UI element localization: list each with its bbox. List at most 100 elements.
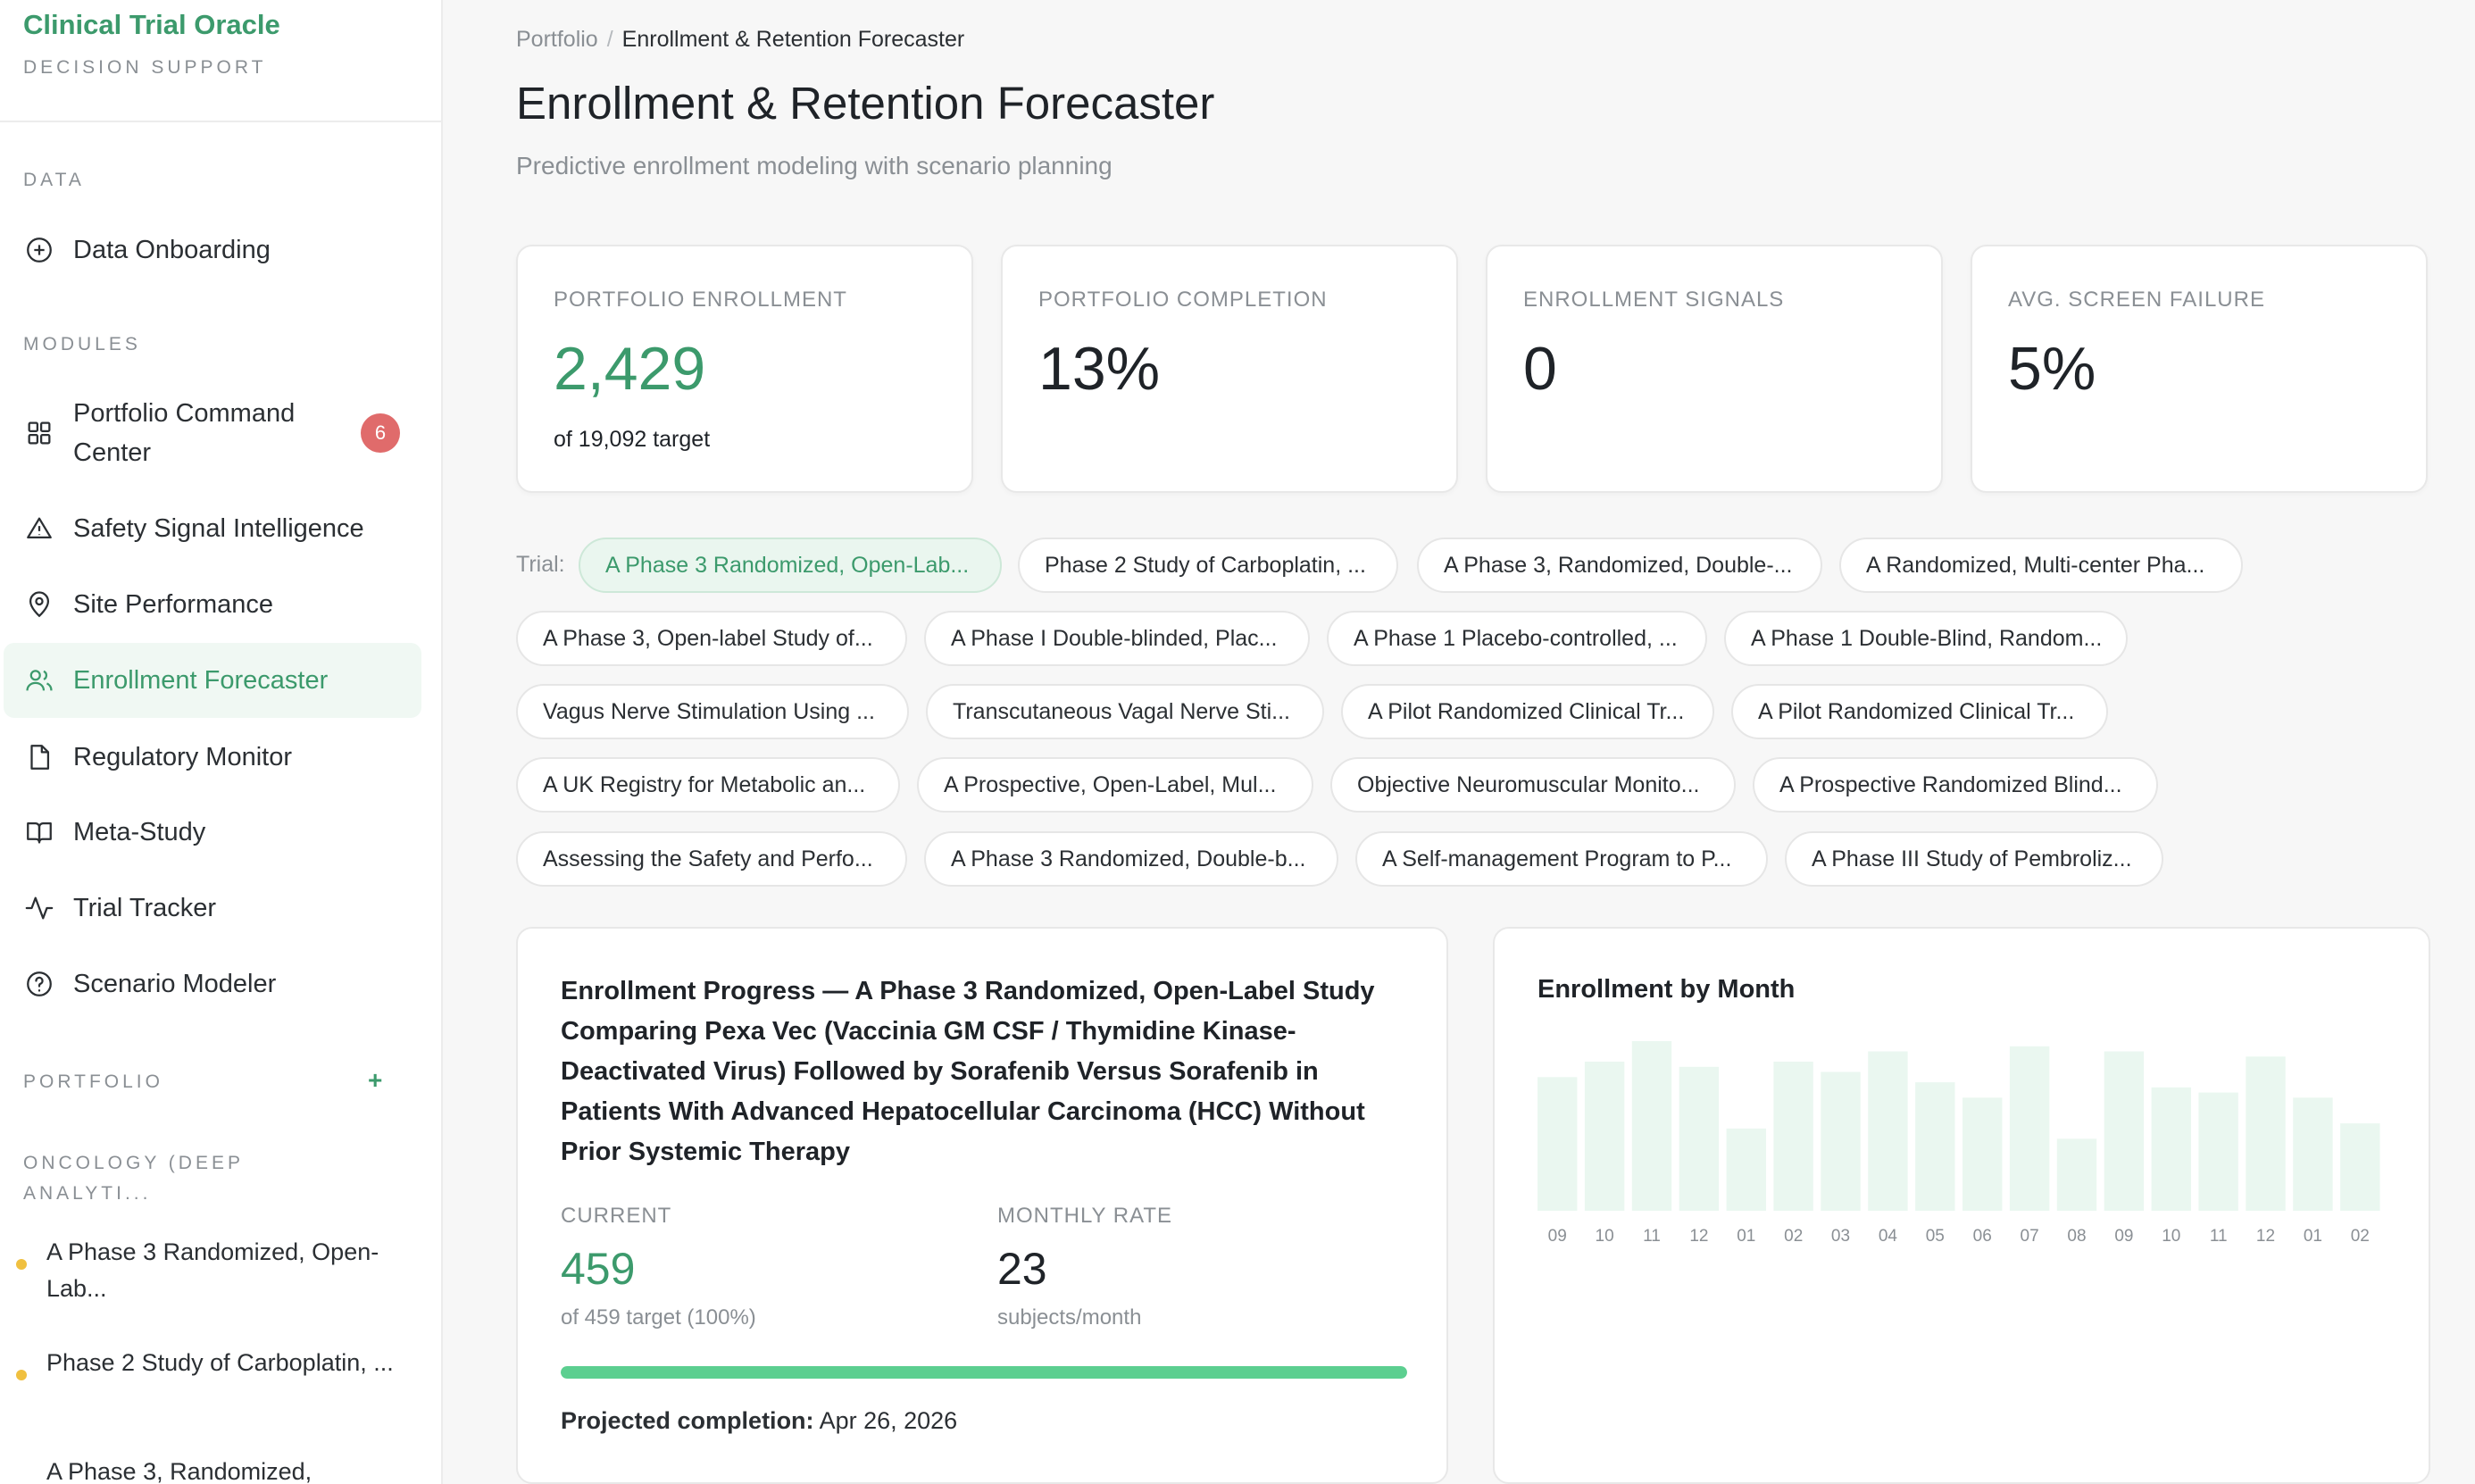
x-tick-label: 07 [2021, 1227, 2039, 1246]
status-dot [16, 1370, 27, 1380]
page-subtitle: Predictive enrollment modeling with scen… [516, 152, 1112, 179]
monthly-rate-value: 23 [997, 1244, 1047, 1294]
add-portfolio-button[interactable]: + [368, 1066, 383, 1094]
trial-chip[interactable]: Vagus Nerve Stimulation Using ... [516, 684, 909, 739]
help-circle-icon [23, 968, 55, 1000]
portfolio-trial-item[interactable]: A Phase 3 Randomized, Open-Lab... [16, 1234, 409, 1307]
chart-bar[interactable] [2056, 1138, 2097, 1211]
trial-chip[interactable]: A Phase 3, Randomized, Double-... [1417, 538, 1822, 593]
chart-bar[interactable] [2104, 1051, 2145, 1212]
trial-chip[interactable]: A Self-management Program to P... [1355, 831, 1768, 887]
trial-chip[interactable]: Objective Neuromuscular Monito... [1330, 757, 1736, 813]
page-title: Enrollment & Retention Forecaster [516, 78, 1215, 129]
section-label-portfolio: PORTFOLIO [23, 1071, 163, 1092]
breadcrumb-root-link[interactable]: Portfolio [516, 27, 598, 52]
sidebar-item-safety-signal-intelligence[interactable]: Safety Signal Intelligence [4, 509, 421, 548]
trial-chip[interactable]: A UK Registry for Metabolic an... [516, 757, 900, 813]
trial-chip[interactable]: A Pilot Randomized Clinical Tr... [1341, 684, 1714, 739]
sidebar-item-site-performance[interactable]: Site Performance [4, 585, 421, 624]
brand: Clinical Trial Oracle DECISION SUPPORT [23, 9, 280, 79]
projected-completion: Projected completion: Apr 26, 2026 [561, 1407, 957, 1435]
sidebar-item-enrollment-forecaster[interactable]: Enrollment Forecaster [4, 643, 421, 718]
sidebar-item-label: Site Performance [73, 590, 274, 619]
chart-bar[interactable] [1538, 1077, 1578, 1211]
x-tick-label: 09 [2114, 1227, 2133, 1246]
x-tick-label: 06 [1973, 1227, 1992, 1246]
x-tick-label: 11 [2210, 1227, 2228, 1246]
brand-title[interactable]: Clinical Trial Oracle [23, 9, 280, 40]
x-tick-label: 09 [1548, 1227, 1567, 1246]
kpi-value: 0 [1523, 335, 1557, 403]
monthly-rate-sub: subjects/month [997, 1305, 1142, 1330]
map-pin-icon [23, 588, 55, 621]
section-label-modules: MODULES [23, 334, 141, 354]
enrollment-progress-fill [561, 1366, 1407, 1379]
trial-chip[interactable]: A Pilot Randomized Clinical Tr... [1731, 684, 2108, 739]
sidebar-item-trial-tracker[interactable]: Trial Tracker [4, 888, 421, 928]
trial-chip[interactable]: A Prospective, Open-Label, Mul... [917, 757, 1313, 813]
sidebar-divider [0, 121, 441, 122]
trial-chip[interactable]: Transcutaneous Vagal Nerve Sti... [926, 684, 1324, 739]
portfolio-group-label[interactable]: ONCOLOGY (DEEP ANALYTI... [23, 1153, 244, 1204]
chart-bar[interactable] [1868, 1051, 1908, 1212]
sidebar-item-label: Regulatory Monitor [73, 743, 292, 771]
chart-bar[interactable] [1679, 1066, 1720, 1211]
sidebar-item-meta-study[interactable]: Meta-Study [4, 813, 421, 852]
breadcrumb: Portfolio / Enrollment & Retention Forecas… [516, 27, 964, 53]
portfolio-trial-item[interactable]: Phase 2 Study of Carboplatin, ... [16, 1345, 409, 1381]
x-tick-label: 10 [2162, 1227, 2180, 1246]
enrollment-progress-bar [561, 1366, 1407, 1379]
trial-chip[interactable]: Assessing the Safety and Perfo... [516, 831, 907, 887]
trial-chip[interactable]: A Phase 3 Randomized, Double-b... [924, 831, 1338, 887]
x-tick-label: 02 [2351, 1227, 2370, 1246]
chart-bar[interactable] [1584, 1062, 1625, 1211]
kpi-label: PORTFOLIO ENROLLMENT [554, 288, 847, 312]
chart-bar[interactable] [1962, 1097, 2003, 1211]
trial-chip[interactable]: A Phase 1 Placebo-controlled, ... [1327, 611, 1707, 666]
trial-chip[interactable]: A Randomized, Multi-center Pha... [1839, 538, 2243, 593]
x-tick-label: 05 [1926, 1227, 1945, 1246]
chart-bar[interactable] [2340, 1123, 2380, 1211]
monthly-rate-label: MONTHLY RATE [997, 1204, 1173, 1228]
sidebar-item-label: Safety Signal Intelligence [73, 514, 364, 543]
chart-bar[interactable] [2151, 1087, 2191, 1211]
chart-bar[interactable] [2009, 1046, 2050, 1211]
sidebar-item-regulatory-monitor[interactable]: Regulatory Monitor [4, 738, 421, 777]
trial-chip[interactable]: Phase 2 Study of Carboplatin, ... [1018, 538, 1398, 593]
portfolio-trial-item[interactable]: A Phase 3, Randomized, [46, 1454, 439, 1484]
chart-bar[interactable] [2293, 1097, 2333, 1211]
kpi-label: AVG. SCREEN FAILURE [2008, 288, 2265, 312]
trial-chip[interactable]: A Phase I Double-blinded, Plac... [924, 611, 1310, 666]
x-tick-label: 04 [1879, 1227, 1898, 1246]
chart-bar[interactable] [1726, 1128, 1766, 1211]
sidebar-item-data-onboarding[interactable]: Data Onboarding [4, 230, 421, 270]
x-tick-label: 01 [1737, 1227, 1755, 1246]
plus-circle-icon [23, 234, 55, 266]
trial-chip[interactable]: A Phase 3, Open-label Study of... [516, 611, 907, 666]
sidebar-item-portfolio-command-center[interactable]: Portfolio Command Center 6 [4, 393, 421, 473]
x-tick-label: 02 [1784, 1227, 1803, 1246]
projected-completion-date: Apr 26, 2026 [819, 1407, 958, 1434]
chart-bar[interactable] [1915, 1082, 1955, 1211]
breadcrumb-separator: / [606, 27, 613, 52]
kpi-sub: of 19,092 target [554, 427, 711, 452]
breadcrumb-current: Enrollment & Retention Forecaster [621, 27, 965, 52]
trial-chip[interactable]: A Prospective Randomized Blind... [1753, 757, 2158, 813]
trial-chip[interactable]: A Phase III Study of Pembroliz... [1785, 831, 2163, 887]
chart-bar[interactable] [1821, 1071, 1861, 1212]
activity-icon [23, 892, 55, 924]
chart-bar[interactable] [2198, 1092, 2238, 1211]
chart-bar[interactable] [1631, 1041, 1672, 1211]
kpi-value: 5% [2008, 335, 2096, 403]
brand-subtitle: DECISION SUPPORT [23, 57, 267, 78]
portfolio-trial-label: Phase 2 Study of Carboplatin, ... [46, 1349, 394, 1376]
section-label-data: DATA [23, 170, 85, 190]
trial-chip[interactable]: A Phase 1 Double-Blind, Random... [1724, 611, 2128, 666]
sidebar-item-scenario-modeler[interactable]: Scenario Modeler [4, 964, 421, 1004]
sidebar-item-label: Data Onboarding [73, 236, 271, 264]
enrollment-progress-card: Enrollment Progress — A Phase 3 Randomiz… [516, 927, 1448, 1484]
trial-chip[interactable]: A Phase 3 Randomized, Open-Lab... [579, 538, 1002, 593]
chart-bar[interactable] [2246, 1056, 2286, 1211]
main-content: Portfolio / Enrollment & Retention Forecas… [445, 0, 2475, 1484]
chart-bar[interactable] [1773, 1062, 1813, 1211]
